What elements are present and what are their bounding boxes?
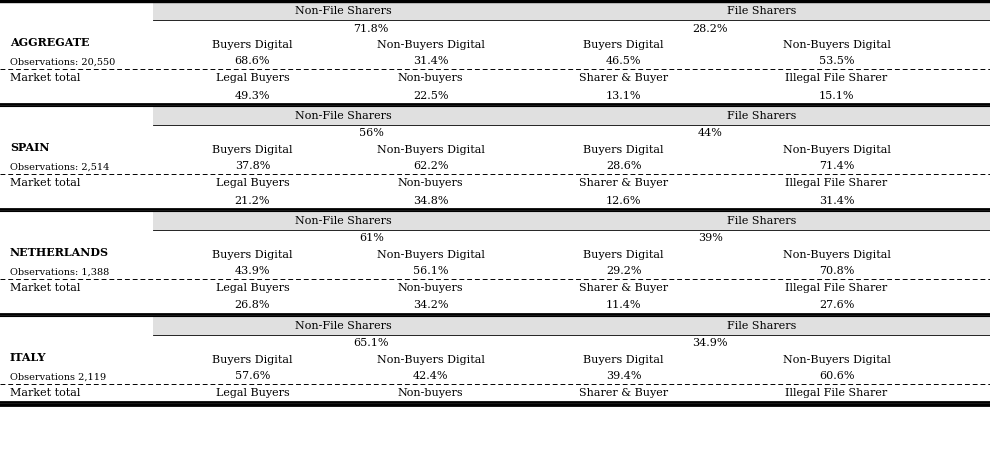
Text: Non-Buyers Digital: Non-Buyers Digital <box>783 40 890 50</box>
Text: 28.2%: 28.2% <box>693 24 728 33</box>
Text: Buyers Digital: Buyers Digital <box>583 250 664 260</box>
Bar <box>533 317 990 335</box>
Text: Illegal File Sharer: Illegal File Sharer <box>785 73 888 83</box>
Text: 26.8%: 26.8% <box>235 300 270 311</box>
Text: Sharer & Buyer: Sharer & Buyer <box>579 283 668 293</box>
Text: Market total: Market total <box>10 178 80 188</box>
Text: Non-File Sharers: Non-File Sharers <box>295 321 391 331</box>
Text: Legal Buyers: Legal Buyers <box>216 388 289 398</box>
Text: 71.8%: 71.8% <box>353 24 389 33</box>
Text: Illegal File Sharer: Illegal File Sharer <box>785 178 888 188</box>
Text: Observations: 20,550: Observations: 20,550 <box>10 58 115 67</box>
Bar <box>153 212 533 230</box>
Text: Buyers Digital: Buyers Digital <box>583 145 664 155</box>
Text: 43.9%: 43.9% <box>235 266 270 276</box>
Text: 37.8%: 37.8% <box>235 161 270 171</box>
Text: Legal Buyers: Legal Buyers <box>216 73 289 83</box>
Text: Non-Buyers Digital: Non-Buyers Digital <box>377 250 484 260</box>
Text: 70.8%: 70.8% <box>819 266 854 276</box>
Text: 11.4%: 11.4% <box>606 300 642 311</box>
Text: ITALY: ITALY <box>10 352 47 363</box>
Text: 61%: 61% <box>358 234 384 243</box>
Text: Sharer & Buyer: Sharer & Buyer <box>579 178 668 188</box>
Text: 31.4%: 31.4% <box>819 196 854 205</box>
Text: Sharer & Buyer: Sharer & Buyer <box>579 388 668 398</box>
Text: 71.4%: 71.4% <box>819 161 854 171</box>
Text: Non-Buyers Digital: Non-Buyers Digital <box>377 40 484 50</box>
Text: 34.9%: 34.9% <box>693 338 728 348</box>
Text: 39%: 39% <box>698 234 723 243</box>
Text: Non-Buyers Digital: Non-Buyers Digital <box>783 250 890 260</box>
Text: Observations 2,119: Observations 2,119 <box>10 373 106 382</box>
Bar <box>533 2 990 20</box>
Text: Buyers Digital: Buyers Digital <box>212 250 293 260</box>
Text: Non-buyers: Non-buyers <box>398 283 463 293</box>
Text: Non-Buyers Digital: Non-Buyers Digital <box>377 355 484 365</box>
Text: 44%: 44% <box>698 128 723 139</box>
Text: Buyers Digital: Buyers Digital <box>583 355 664 365</box>
Bar <box>533 107 990 125</box>
Text: 56.1%: 56.1% <box>413 266 448 276</box>
Text: 28.6%: 28.6% <box>606 161 642 171</box>
Text: 31.4%: 31.4% <box>413 56 448 66</box>
Text: Observations: 1,388: Observations: 1,388 <box>10 268 109 277</box>
Text: Market total: Market total <box>10 388 80 398</box>
Text: 53.5%: 53.5% <box>819 56 854 66</box>
Text: Buyers Digital: Buyers Digital <box>212 145 293 155</box>
Text: Legal Buyers: Legal Buyers <box>216 283 289 293</box>
Text: 13.1%: 13.1% <box>606 91 642 101</box>
Text: 62.2%: 62.2% <box>413 161 448 171</box>
Text: Non-buyers: Non-buyers <box>398 73 463 83</box>
Text: Non-File Sharers: Non-File Sharers <box>295 111 391 121</box>
Text: 21.2%: 21.2% <box>235 196 270 205</box>
Text: Non-Buyers Digital: Non-Buyers Digital <box>377 145 484 155</box>
Text: NETHERLANDS: NETHERLANDS <box>10 247 109 258</box>
Text: 15.1%: 15.1% <box>819 91 854 101</box>
Text: Observations: 2,514: Observations: 2,514 <box>10 163 109 172</box>
Text: Non-Buyers Digital: Non-Buyers Digital <box>783 355 890 365</box>
Text: 60.6%: 60.6% <box>819 371 854 381</box>
Text: Buyers Digital: Buyers Digital <box>212 355 293 365</box>
Text: Illegal File Sharer: Illegal File Sharer <box>785 388 888 398</box>
Text: 68.6%: 68.6% <box>235 56 270 66</box>
Text: File Sharers: File Sharers <box>727 216 796 226</box>
Text: 42.4%: 42.4% <box>413 371 448 381</box>
Text: Non-buyers: Non-buyers <box>398 388 463 398</box>
Text: 34.2%: 34.2% <box>413 300 448 311</box>
Text: Non-buyers: Non-buyers <box>398 178 463 188</box>
Text: 34.8%: 34.8% <box>413 196 448 205</box>
Text: Sharer & Buyer: Sharer & Buyer <box>579 73 668 83</box>
Text: Buyers Digital: Buyers Digital <box>212 40 293 50</box>
Text: 46.5%: 46.5% <box>606 56 642 66</box>
Bar <box>153 2 533 20</box>
Text: Market total: Market total <box>10 283 80 293</box>
Text: Buyers Digital: Buyers Digital <box>583 40 664 50</box>
Text: 57.6%: 57.6% <box>235 371 270 381</box>
Text: Market total: Market total <box>10 73 80 83</box>
Text: File Sharers: File Sharers <box>727 6 796 16</box>
Text: Non-File Sharers: Non-File Sharers <box>295 216 391 226</box>
Bar <box>153 107 533 125</box>
Text: File Sharers: File Sharers <box>727 111 796 121</box>
Text: Legal Buyers: Legal Buyers <box>216 178 289 188</box>
Text: 29.2%: 29.2% <box>606 266 642 276</box>
Text: 27.6%: 27.6% <box>819 300 854 311</box>
Text: 56%: 56% <box>358 128 384 139</box>
Bar <box>533 212 990 230</box>
Text: 22.5%: 22.5% <box>413 91 448 101</box>
Text: File Sharers: File Sharers <box>727 321 796 331</box>
Text: 49.3%: 49.3% <box>235 91 270 101</box>
Text: Non-File Sharers: Non-File Sharers <box>295 6 391 16</box>
Text: AGGREGATE: AGGREGATE <box>10 37 89 48</box>
Text: 39.4%: 39.4% <box>606 371 642 381</box>
Bar <box>153 317 533 335</box>
Text: Non-Buyers Digital: Non-Buyers Digital <box>783 145 890 155</box>
Text: 65.1%: 65.1% <box>353 338 389 348</box>
Text: 12.6%: 12.6% <box>606 196 642 205</box>
Text: SPAIN: SPAIN <box>10 142 50 153</box>
Text: Illegal File Sharer: Illegal File Sharer <box>785 283 888 293</box>
